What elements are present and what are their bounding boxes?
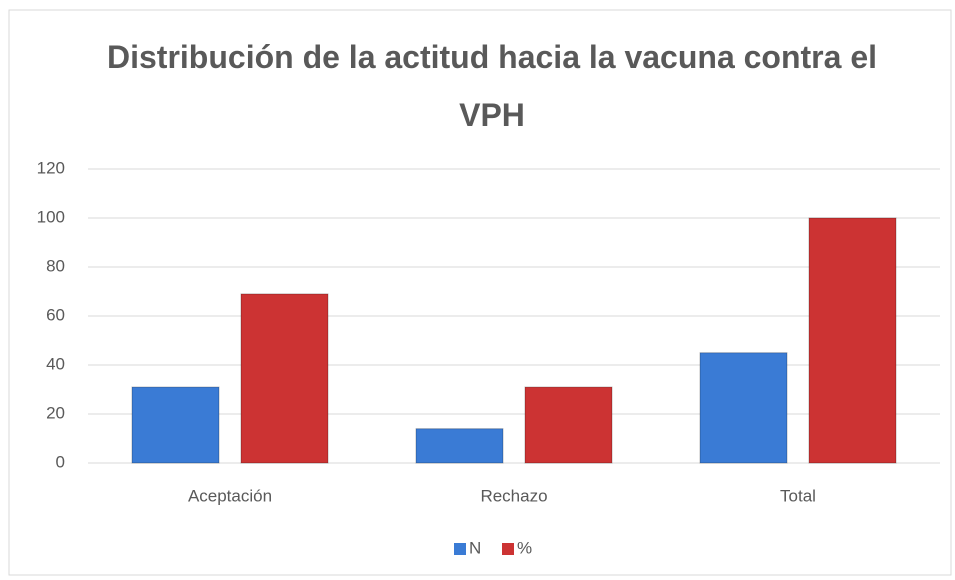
x-tick-label: Total [780, 486, 816, 505]
x-tick-label: Aceptación [188, 486, 272, 505]
chart-border [8, 9, 952, 576]
bar [240, 293, 329, 464]
legend-swatch [502, 543, 514, 555]
bar [524, 386, 613, 464]
y-tick-label: 120 [37, 158, 65, 177]
y-tick-label: 100 [37, 207, 65, 226]
bar [131, 386, 220, 464]
chart-title: Distribución de la actitud hacia la vacu… [107, 39, 877, 133]
y-tick-label: 80 [46, 256, 65, 275]
legend-label: % [517, 538, 532, 557]
legend-label: N [469, 538, 481, 557]
x-tick-label: Rechazo [480, 486, 547, 505]
y-tick-label: 20 [46, 403, 65, 422]
bar [415, 428, 504, 464]
y-tick-label: 40 [46, 354, 65, 373]
legend-swatch [454, 543, 466, 555]
bar [699, 352, 788, 464]
bar [808, 217, 897, 464]
y-tick-label: 60 [46, 305, 65, 324]
y-tick-label: 0 [56, 452, 65, 471]
